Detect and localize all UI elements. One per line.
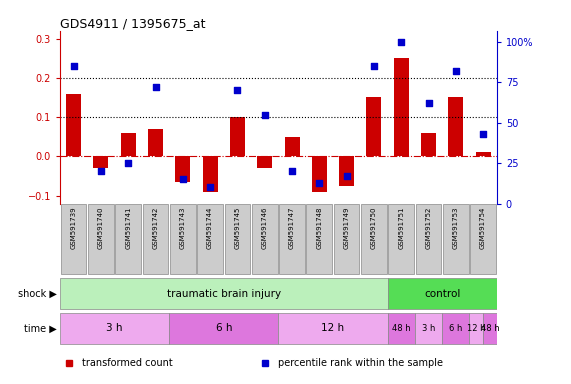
- Bar: [442, 313, 469, 344]
- Bar: [230, 117, 245, 156]
- Bar: [88, 204, 114, 274]
- Point: [124, 160, 133, 166]
- Bar: [388, 278, 497, 310]
- Text: GSM591739: GSM591739: [71, 206, 77, 249]
- Bar: [334, 204, 360, 274]
- Bar: [143, 204, 168, 274]
- Text: 48 h: 48 h: [481, 324, 499, 333]
- Point: [397, 39, 406, 45]
- Text: GSM591753: GSM591753: [453, 206, 459, 249]
- Bar: [60, 313, 169, 344]
- Bar: [224, 204, 250, 274]
- Point: [478, 131, 488, 137]
- Bar: [115, 204, 141, 274]
- Text: shock ▶: shock ▶: [18, 289, 57, 299]
- Bar: [339, 156, 354, 186]
- Point: [451, 68, 460, 74]
- Text: GSM591744: GSM591744: [207, 206, 213, 249]
- Bar: [120, 133, 136, 156]
- Text: time ▶: time ▶: [25, 323, 57, 333]
- Text: GSM591747: GSM591747: [289, 206, 295, 249]
- Text: GDS4911 / 1395675_at: GDS4911 / 1395675_at: [60, 17, 206, 30]
- Bar: [197, 204, 223, 274]
- Point: [315, 179, 324, 185]
- Point: [233, 88, 242, 94]
- Bar: [448, 98, 463, 156]
- Text: percentile rank within the sample: percentile rank within the sample: [279, 358, 443, 368]
- Bar: [388, 313, 415, 344]
- Text: GSM591746: GSM591746: [262, 206, 268, 249]
- Text: GSM591740: GSM591740: [98, 206, 104, 249]
- Text: 12 h: 12 h: [467, 324, 485, 333]
- Text: GSM591752: GSM591752: [425, 206, 432, 249]
- Point: [178, 176, 187, 182]
- Bar: [312, 156, 327, 192]
- Text: 3 h: 3 h: [422, 324, 435, 333]
- Point: [151, 84, 160, 90]
- Point: [96, 168, 106, 174]
- Point: [69, 63, 78, 70]
- Bar: [361, 204, 387, 274]
- Bar: [415, 313, 442, 344]
- Bar: [169, 313, 279, 344]
- Text: 12 h: 12 h: [321, 323, 344, 333]
- Bar: [394, 58, 409, 156]
- Text: control: control: [424, 289, 460, 299]
- Bar: [307, 204, 332, 274]
- Bar: [469, 313, 483, 344]
- Bar: [148, 129, 163, 156]
- Text: 6 h: 6 h: [215, 323, 232, 333]
- Bar: [471, 204, 496, 274]
- Text: GSM591742: GSM591742: [152, 206, 159, 249]
- Bar: [421, 133, 436, 156]
- Text: GSM591754: GSM591754: [480, 206, 486, 249]
- Bar: [388, 204, 414, 274]
- Bar: [60, 278, 388, 310]
- Bar: [279, 204, 305, 274]
- Bar: [175, 156, 190, 182]
- Point: [424, 100, 433, 106]
- Text: traumatic brain injury: traumatic brain injury: [167, 289, 281, 299]
- Text: GSM591745: GSM591745: [235, 206, 240, 249]
- Text: GSM591749: GSM591749: [344, 206, 349, 249]
- Text: 48 h: 48 h: [392, 324, 411, 333]
- Bar: [252, 204, 278, 274]
- Bar: [367, 98, 381, 156]
- Bar: [203, 156, 218, 192]
- Text: GSM591741: GSM591741: [125, 206, 131, 249]
- Bar: [170, 204, 196, 274]
- Bar: [476, 152, 490, 156]
- Text: GSM591751: GSM591751: [398, 206, 404, 249]
- Bar: [279, 313, 388, 344]
- Point: [206, 184, 215, 190]
- Bar: [61, 204, 86, 274]
- Text: 3 h: 3 h: [106, 323, 123, 333]
- Text: transformed count: transformed count: [82, 358, 172, 368]
- Bar: [257, 156, 272, 168]
- Point: [369, 63, 379, 70]
- Text: GSM591743: GSM591743: [180, 206, 186, 249]
- Bar: [94, 156, 108, 168]
- Point: [287, 168, 296, 174]
- Bar: [416, 204, 441, 274]
- Text: 6 h: 6 h: [449, 324, 463, 333]
- Text: GSM591748: GSM591748: [316, 206, 322, 249]
- Bar: [284, 137, 300, 156]
- Bar: [483, 313, 497, 344]
- Bar: [66, 94, 81, 156]
- Text: GSM591750: GSM591750: [371, 206, 377, 249]
- Point: [260, 112, 270, 118]
- Bar: [443, 204, 469, 274]
- Point: [342, 173, 351, 179]
